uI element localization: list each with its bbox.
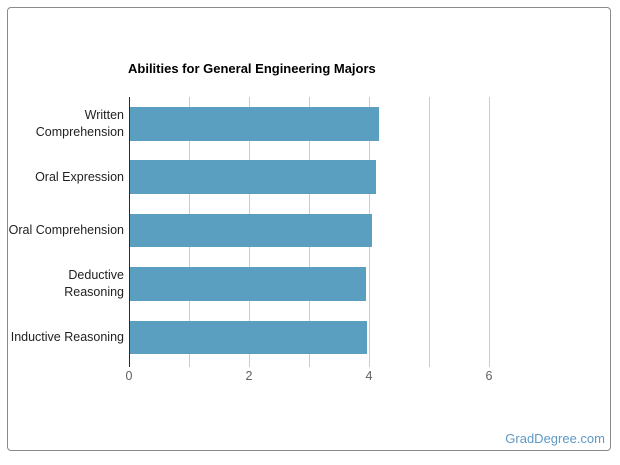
y-axis-baseline [129, 97, 130, 367]
bar-oral-expression [130, 160, 377, 194]
bar-inductive-reasoning [130, 320, 367, 355]
bar-deductive-reasoning [130, 267, 366, 301]
x-tick-label-4: 4 [365, 369, 373, 383]
category-label-written-comprehension: Written Comprehension [35, 107, 124, 139]
x-tick-label-6: 6 [485, 369, 493, 383]
bar-oral-comprehension [130, 213, 372, 248]
category-label-oral-comprehension: Oral Comprehension [8, 223, 124, 237]
category-label-inductive-reasoning: Inductive Reasoning [10, 329, 124, 344]
gridline-x-5 [429, 97, 430, 367]
category-label-oral-expression: Oral Expression [35, 169, 124, 184]
watermark-text: GradDegree.com [505, 431, 605, 446]
x-tick-label-0: 0 [125, 369, 133, 383]
gridline-x-6 [489, 97, 490, 367]
bar-written-comprehension [130, 107, 379, 141]
chart-title: Abilities for General Engineering Majors [128, 61, 376, 76]
x-tick-label-2: 2 [245, 369, 253, 383]
category-label-deductive-reasoning: Deductive Reasoning [64, 267, 124, 299]
